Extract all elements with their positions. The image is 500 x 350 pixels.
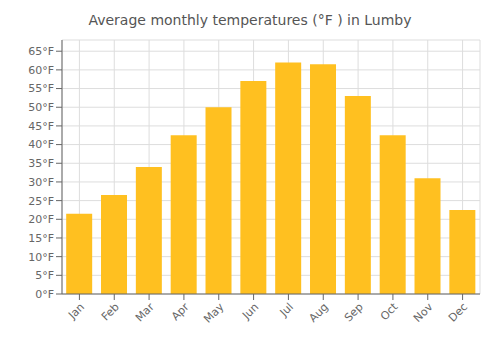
svg-text:20°F: 20°F <box>28 213 54 226</box>
svg-text:Jul: Jul <box>277 300 296 319</box>
html-text:Average monthly temperatures (: Average monthly temperatures (°F ) in Lu… <box>88 12 412 28</box>
svg-text:40°F: 40°F <box>28 138 54 151</box>
svg-text:Sep: Sep <box>342 300 366 324</box>
svg-text:45°F: 45°F <box>28 120 54 133</box>
svg-text:Jan: Jan <box>65 300 87 322</box>
svg-text:Feb: Feb <box>99 300 122 323</box>
svg-text:May: May <box>201 300 227 326</box>
svg-text:25°F: 25°F <box>28 195 54 208</box>
svg-text:Dec: Dec <box>446 300 470 324</box>
svg-text:30°F: 30°F <box>28 176 54 189</box>
svg-text:Mar: Mar <box>133 300 157 324</box>
svg-text:Apr: Apr <box>169 300 192 323</box>
svg-text:60°F: 60°F <box>28 64 54 77</box>
svg-text:55°F: 55°F <box>28 82 54 95</box>
svg-text:15°F: 15°F <box>28 232 54 245</box>
svg-text:Nov: Nov <box>411 300 436 325</box>
svg-text:5°F: 5°F <box>35 269 54 282</box>
svg-text:65°F: 65°F <box>28 45 54 58</box>
svg-text:Jun: Jun <box>239 300 261 322</box>
svg-text:Aug: Aug <box>307 300 331 324</box>
svg-text:50°F: 50°F <box>28 101 54 114</box>
svg-text:0°F: 0°F <box>35 288 54 301</box>
svg-text:35°F: 35°F <box>28 157 54 170</box>
svg-text:Oct: Oct <box>378 300 401 323</box>
svg-text:10°F: 10°F <box>28 251 54 264</box>
